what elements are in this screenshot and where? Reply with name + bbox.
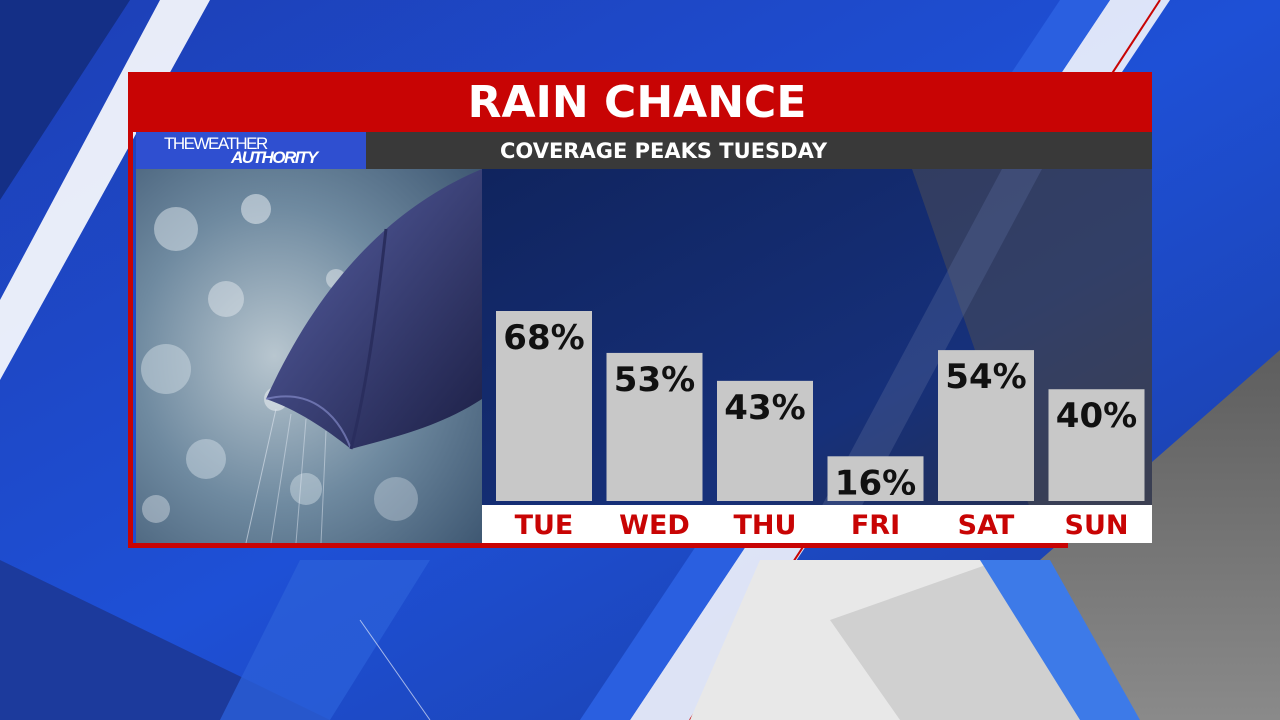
logo-line-1: THEWEATHER — [164, 134, 268, 153]
bar-sat — [938, 350, 1034, 501]
bar-fri — [827, 456, 924, 501]
value-label-fri: 16% — [835, 463, 916, 503]
value-label-sun: 40% — [1056, 396, 1137, 436]
value-label-thu: 43% — [724, 388, 805, 428]
day-label-thu: THU — [734, 510, 797, 541]
bar-wed — [606, 352, 703, 501]
bar-thu — [717, 380, 813, 501]
subtitle-bar: COVERAGE PEAKS TUESDAY — [366, 132, 1152, 169]
value-label-wed: 53% — [614, 360, 695, 400]
day-label-fri: FRI — [851, 510, 900, 541]
chart-subtitle: COVERAGE PEAKS TUESDAY — [500, 138, 828, 163]
rain-chance-chart: 68% 53% 43% 16% 54% 40% TUE WED THU FRI SAT SUN — [482, 169, 1152, 543]
bottom-accent-stripe — [128, 543, 1068, 548]
rain-umbrella-photo — [136, 169, 482, 543]
value-label-tue: 68% — [503, 318, 584, 358]
bar-sun — [1048, 389, 1145, 501]
value-label-sat: 54% — [945, 357, 1026, 397]
title-bar: RAIN CHANCE — [128, 72, 1152, 132]
day-label-wed: WED — [619, 510, 690, 541]
weather-authority-logo: THEWEATHER AUTHORITY — [136, 132, 366, 169]
logo-line-2: AUTHORITY — [231, 148, 318, 167]
chart-title: RAIN CHANCE — [467, 76, 807, 128]
graphic-panel: RAIN CHANCE THEWEATHER AUTHORITY COVERAG… — [128, 72, 1152, 548]
day-label-sat: SAT — [958, 510, 1015, 541]
day-label-tue: TUE — [515, 510, 574, 541]
day-label-sun: SUN — [1065, 510, 1129, 541]
bar-tue — [496, 311, 592, 501]
left-accent-stripe — [128, 72, 133, 548]
